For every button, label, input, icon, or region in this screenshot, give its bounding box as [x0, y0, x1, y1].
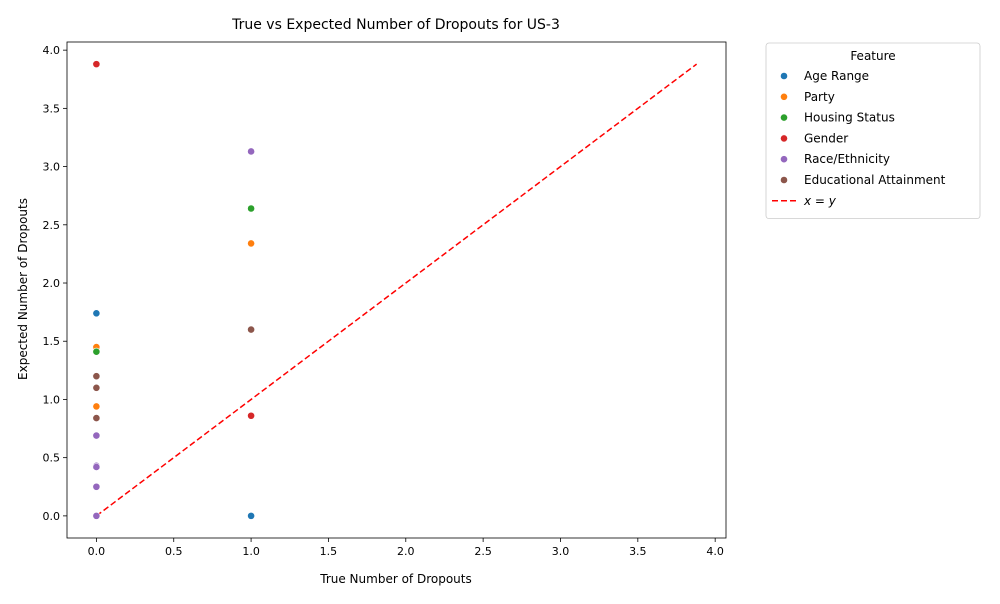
legend-marker [780, 72, 788, 80]
series-5 [92, 325, 255, 422]
data-point [247, 239, 255, 248]
x-tick-label: 1.5 [320, 545, 338, 558]
y-tick-label: 0.0 [43, 510, 61, 523]
data-point [92, 511, 101, 520]
series-0 [92, 309, 255, 520]
series-3 [92, 60, 255, 420]
data-point [247, 204, 255, 213]
reference-line [95, 63, 698, 517]
x-tick-label: 0.0 [88, 545, 106, 558]
data-point [247, 411, 255, 420]
y-tick-label: 4.0 [43, 44, 61, 57]
legend-label: Educational Attainment [804, 173, 946, 187]
legend-marker [780, 134, 788, 143]
y-axis-label: Expected Number of Dropouts [16, 198, 30, 380]
y-tick-label: 3.5 [43, 102, 61, 115]
legend-label: Party [804, 90, 835, 104]
x-tick-label: 0.5 [165, 545, 183, 558]
x-axis-label: True Number of Dropouts [319, 572, 471, 586]
legend-label: x = y [803, 194, 837, 208]
series-2 [92, 204, 255, 356]
x-tick-label: 2.5 [474, 545, 492, 558]
legend-item: Race/Ethnicity [780, 152, 890, 166]
data-point [92, 402, 101, 411]
legend-item: Gender [780, 131, 848, 145]
data-point [92, 60, 101, 69]
plot-frame [66, 41, 727, 539]
legend-label: Age Range [804, 69, 869, 83]
x-tick-label: 1.0 [242, 545, 260, 558]
y-tick-label: 1.5 [43, 335, 61, 348]
x-tick-label: 2.0 [397, 545, 415, 558]
data-point [92, 463, 101, 471]
legend-title: Feature [850, 49, 895, 63]
data-point [92, 309, 101, 318]
data-point [92, 372, 101, 381]
legend-label: Gender [804, 131, 848, 145]
data-point [247, 147, 255, 156]
data-point [247, 325, 255, 334]
legend-frame [765, 42, 981, 220]
plot-area [66, 41, 727, 539]
legend-marker [780, 155, 788, 164]
y-tick-label: 2.0 [43, 277, 61, 290]
y-tick-label: 0.5 [43, 452, 61, 465]
legend-item-reference: x = y [772, 194, 837, 208]
data-point [247, 511, 255, 520]
data-point [92, 347, 101, 356]
legend-marker [780, 176, 788, 184]
legend-marker [780, 92, 788, 101]
y-tick-label: 1.0 [43, 393, 61, 406]
data-point [92, 414, 101, 422]
legend-item: Party [780, 90, 835, 104]
x-tick-label: 4.0 [706, 545, 724, 558]
data-point [92, 431, 101, 440]
series-4 [92, 147, 255, 520]
data-point [92, 383, 101, 392]
y-tick-label: 3.0 [43, 161, 61, 174]
y-tick-label: 2.5 [43, 219, 61, 232]
legend-marker [780, 113, 788, 122]
chart-title: True vs Expected Number of Dropouts for … [231, 17, 560, 33]
legend-item: Housing Status [780, 111, 895, 125]
x-tick-label: 3.0 [552, 545, 570, 558]
data-point [92, 482, 101, 491]
legend-item: Educational Attainment [780, 173, 946, 187]
x-axis: 0.0 0.5 1.0 1.5 2.0 2.5 3.0 3.5 4.0 [88, 538, 724, 558]
legend-item: Age Range [780, 69, 869, 83]
series-1 [92, 239, 255, 411]
x-tick-label: 3.5 [629, 545, 647, 558]
legend-label: Housing Status [804, 111, 895, 125]
y-axis: 0.0 0.5 1.0 1.5 2.0 2.5 3.0 3.5 4.0 [43, 44, 67, 523]
legend-label: Race/Ethnicity [804, 152, 890, 166]
legend: Feature Age Range Party Housing Status Gende… [765, 42, 981, 220]
